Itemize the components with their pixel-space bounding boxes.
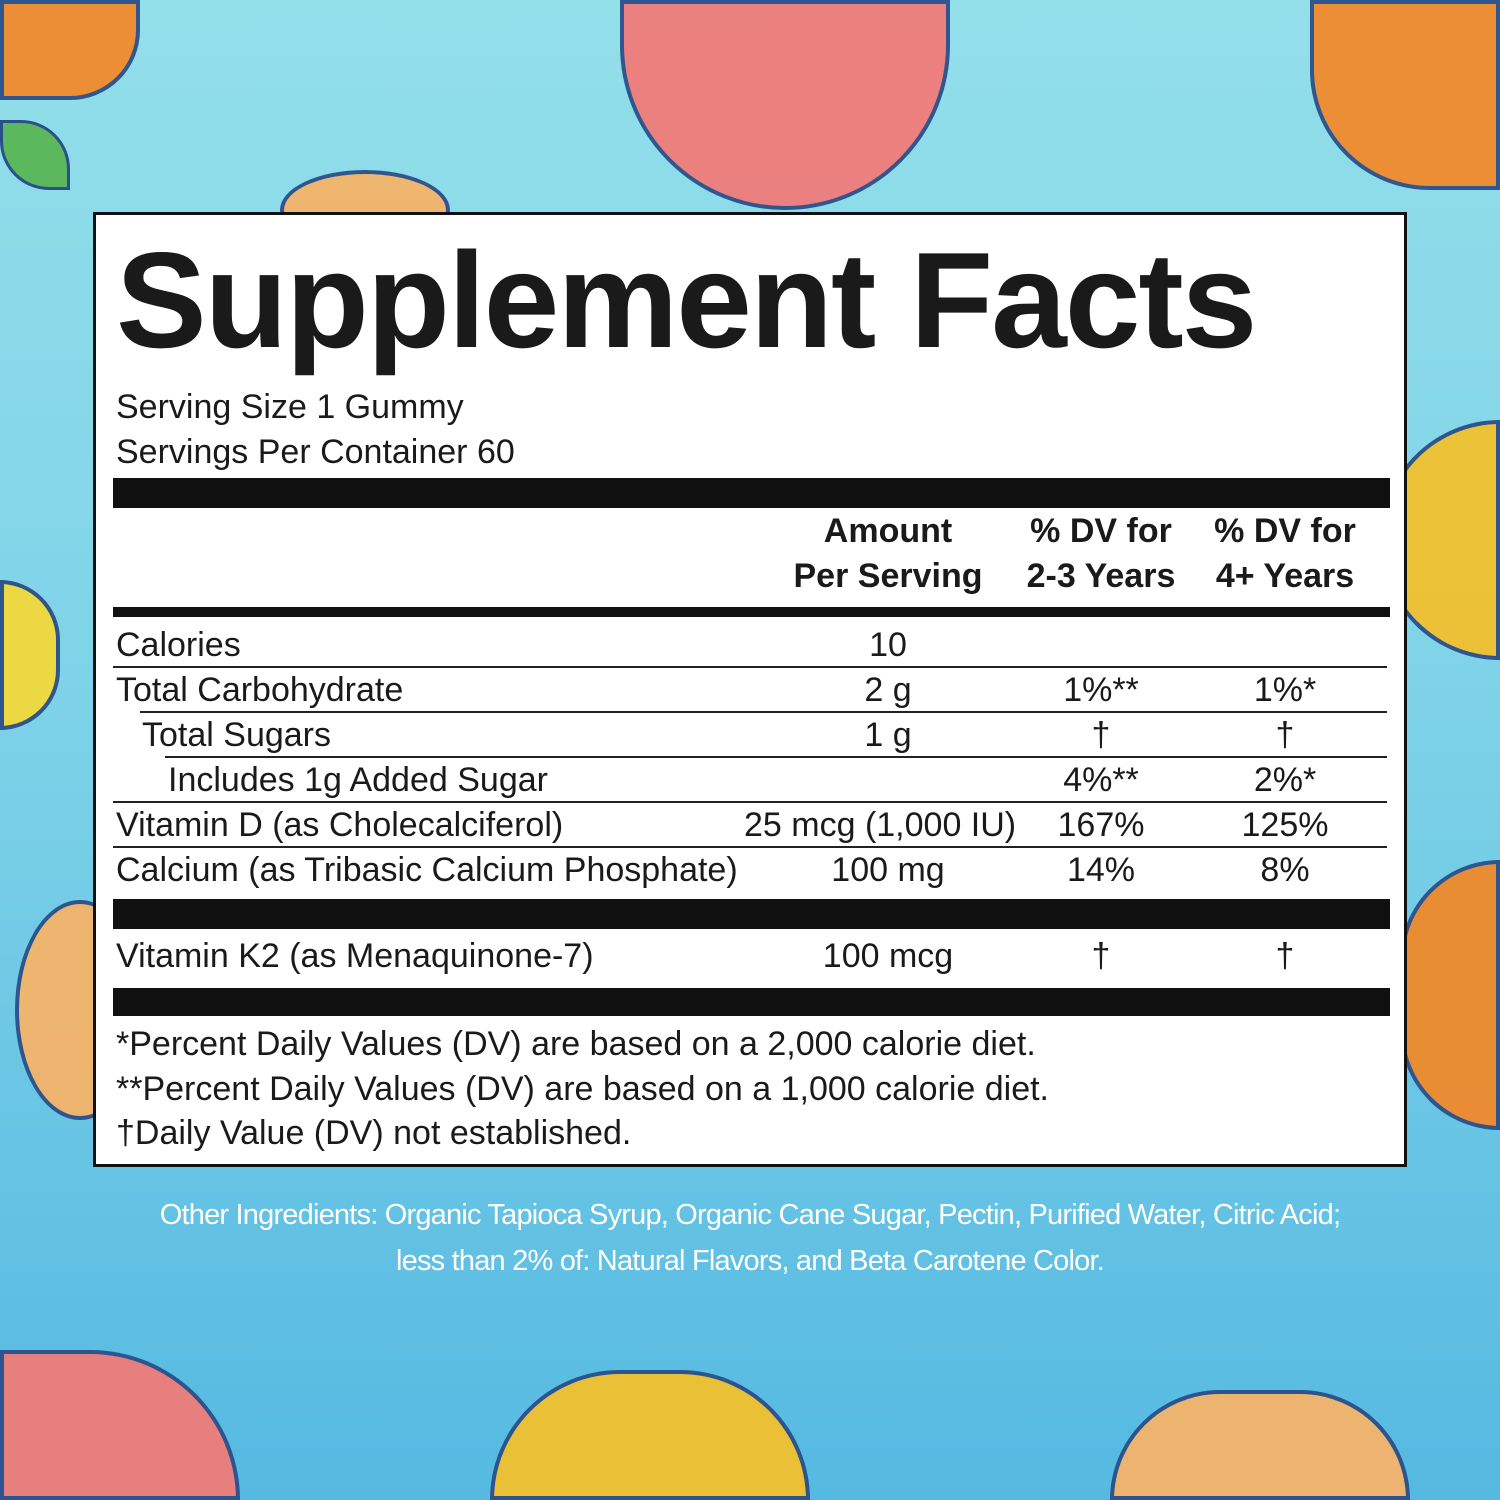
header-text: 4+ Years	[1215, 557, 1355, 595]
fruit-illustration	[0, 0, 140, 100]
row-dv-2-3: †	[1091, 937, 1111, 975]
ingredients-line: Other Ingredients: Organic Tapioca Syrup…	[159, 1199, 1341, 1231]
row-dv-4: 2%*	[1253, 761, 1317, 799]
row-name: Includes 1g Added Sugar	[168, 761, 548, 799]
servings-per-container: Servings Per Container 60	[116, 433, 515, 471]
footnote: **Percent Daily Values (DV) are based on…	[116, 1070, 1049, 1108]
serving-size: Serving Size 1 Gummy	[116, 388, 464, 426]
row-divider	[113, 666, 1387, 668]
ingredients-line: less than 2% of: Natural Flavors, and Be…	[396, 1245, 1105, 1277]
header-text: % DV for	[1030, 512, 1172, 550]
row-name: Vitamin K2 (as Menaquinone-7)	[116, 937, 594, 975]
row-divider	[140, 711, 1387, 713]
row-dv-2-3: 167%	[1057, 806, 1145, 844]
divider	[113, 478, 1390, 508]
other-ingredients: Other Ingredients: Organic Tapioca Syrup…	[0, 1192, 1500, 1284]
panel-title: Supplement Facts	[116, 224, 1257, 376]
row-name: Calcium (as Tribasic Calcium Phosphate)	[116, 851, 738, 889]
row-amount: 25 mcg (1,000 IU)	[744, 806, 1017, 844]
row-dv-2-3: 4%**	[1063, 761, 1139, 799]
footnote: †Daily Value (DV) not established.	[116, 1114, 632, 1152]
row-amount: 100 mcg	[822, 937, 954, 975]
row-amount: 1 g	[864, 716, 912, 754]
row-amount: 100 mg	[831, 851, 945, 889]
row-dv-4: 1%*	[1253, 671, 1317, 709]
row-dv-2-3: 14%	[1066, 851, 1136, 889]
header-dv-4: % DV for 4+ Years	[1185, 509, 1385, 599]
row-name: Total Carbohydrate	[116, 671, 404, 709]
row-dv-4: †	[1275, 937, 1295, 975]
leaf-illustration	[0, 120, 70, 190]
divider	[113, 899, 1390, 929]
supplement-facts-panel: Supplement Facts Serving Size 1 Gummy Se…	[93, 212, 1407, 1167]
header-text: % DV for	[1214, 512, 1356, 550]
row-dv-2-3: 1%**	[1063, 671, 1139, 709]
header-text: Amount	[823, 512, 953, 550]
fruit-illustration	[1110, 1390, 1410, 1500]
row-divider	[113, 801, 1387, 803]
row-name: Total Sugars	[142, 716, 331, 754]
row-divider	[165, 756, 1387, 758]
fruit-illustration	[0, 1350, 240, 1500]
row-divider	[113, 846, 1387, 848]
footnote: *Percent Daily Values (DV) are based on …	[116, 1025, 1036, 1063]
row-dv-2-3: †	[1091, 716, 1111, 754]
row-name: Calories	[116, 626, 241, 664]
header-amount: Amount Per Serving	[758, 509, 1018, 599]
fruit-illustration	[620, 0, 950, 210]
row-name: Vitamin D (as Cholecalciferol)	[116, 806, 564, 844]
header-text: Per Serving	[793, 557, 983, 595]
fruit-illustration	[1400, 860, 1500, 1130]
row-dv-4: 8%	[1260, 851, 1310, 889]
fruit-illustration	[0, 580, 60, 730]
fruit-illustration	[490, 1370, 810, 1500]
row-amount: 10	[869, 626, 907, 664]
divider	[113, 988, 1390, 1016]
header-dv-2-3: % DV for 2-3 Years	[1001, 509, 1201, 599]
divider	[113, 607, 1390, 617]
row-amount: 2 g	[864, 671, 912, 709]
header-text: 2-3 Years	[1026, 557, 1176, 595]
row-dv-4: 125%	[1241, 806, 1329, 844]
row-dv-4: †	[1275, 716, 1295, 754]
fruit-illustration	[1310, 0, 1500, 190]
